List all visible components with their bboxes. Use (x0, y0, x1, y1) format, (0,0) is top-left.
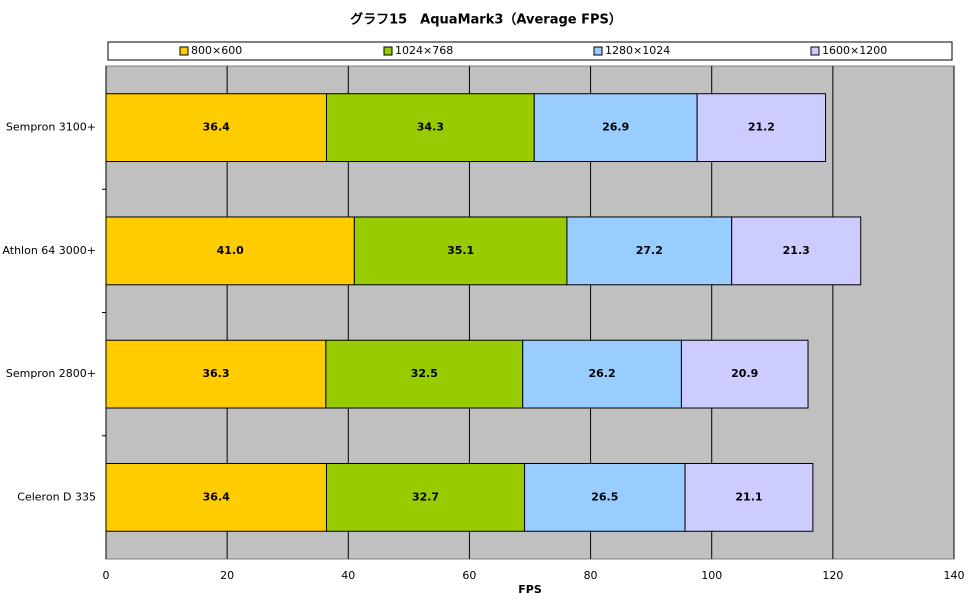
bar-segment (325, 93, 535, 163)
x-tick-label: 0 (103, 569, 110, 582)
chart-title: グラフ15 AquaMark3（Average FPS） (350, 12, 622, 28)
value-label: 35.1 (447, 244, 474, 257)
value-label: 26.9 (602, 121, 629, 134)
bar-segment (731, 216, 862, 286)
legend-label: 1280×1024 (605, 44, 670, 57)
legend-label: 1024×768 (395, 44, 453, 57)
bar-segment (105, 216, 355, 286)
value-label: 21.2 (748, 121, 775, 134)
y-tick-label: Athlon 64 3000+ (2, 244, 96, 257)
bar-segment (325, 339, 524, 409)
x-tick-label: 60 (462, 569, 476, 582)
x-tick-label: 140 (944, 569, 965, 582)
x-tick-label: 40 (341, 569, 355, 582)
x-tick-label: 80 (584, 569, 598, 582)
value-label: 34.3 (417, 121, 444, 134)
value-label: 36.4 (203, 490, 230, 503)
value-label: 32.7 (412, 490, 439, 503)
legend-swatch (593, 46, 603, 56)
bar-segment (566, 216, 733, 286)
x-tick-label: 120 (822, 569, 843, 582)
y-tick-label: Sempron 2800+ (6, 367, 96, 380)
x-tick-label: 20 (220, 569, 234, 582)
legend-label: 1600×1200 (822, 44, 887, 57)
legend-swatch (383, 46, 393, 56)
value-label: 41.0 (217, 244, 244, 257)
x-tick-label: 100 (701, 569, 722, 582)
bar-segment (684, 462, 814, 532)
value-label: 36.4 (203, 121, 230, 134)
bar-segment (524, 462, 686, 532)
value-label: 21.3 (783, 244, 810, 257)
legend-box (107, 41, 953, 61)
value-label: 27.2 (636, 244, 663, 257)
value-label: 20.9 (731, 367, 758, 380)
bar-segment (680, 339, 809, 409)
value-label: 26.5 (591, 490, 618, 503)
legend-swatch (179, 46, 189, 56)
y-tick-label: Celeron D 335 (17, 490, 96, 503)
bar-segment (105, 339, 327, 409)
bar-segment (325, 462, 526, 532)
value-label: 36.3 (202, 367, 229, 380)
value-label: 21.1 (735, 490, 762, 503)
bar-segment (105, 462, 327, 532)
bar-segment (353, 216, 568, 286)
value-label: 32.5 (411, 367, 438, 380)
bar-segment (522, 339, 682, 409)
legend-swatch (810, 46, 820, 56)
bar-segment (696, 93, 827, 163)
y-tick-label: Sempron 3100+ (6, 121, 96, 134)
legend-label: 800×600 (191, 44, 242, 57)
value-label: 26.2 (589, 367, 616, 380)
x-axis-label: FPS (518, 583, 542, 596)
